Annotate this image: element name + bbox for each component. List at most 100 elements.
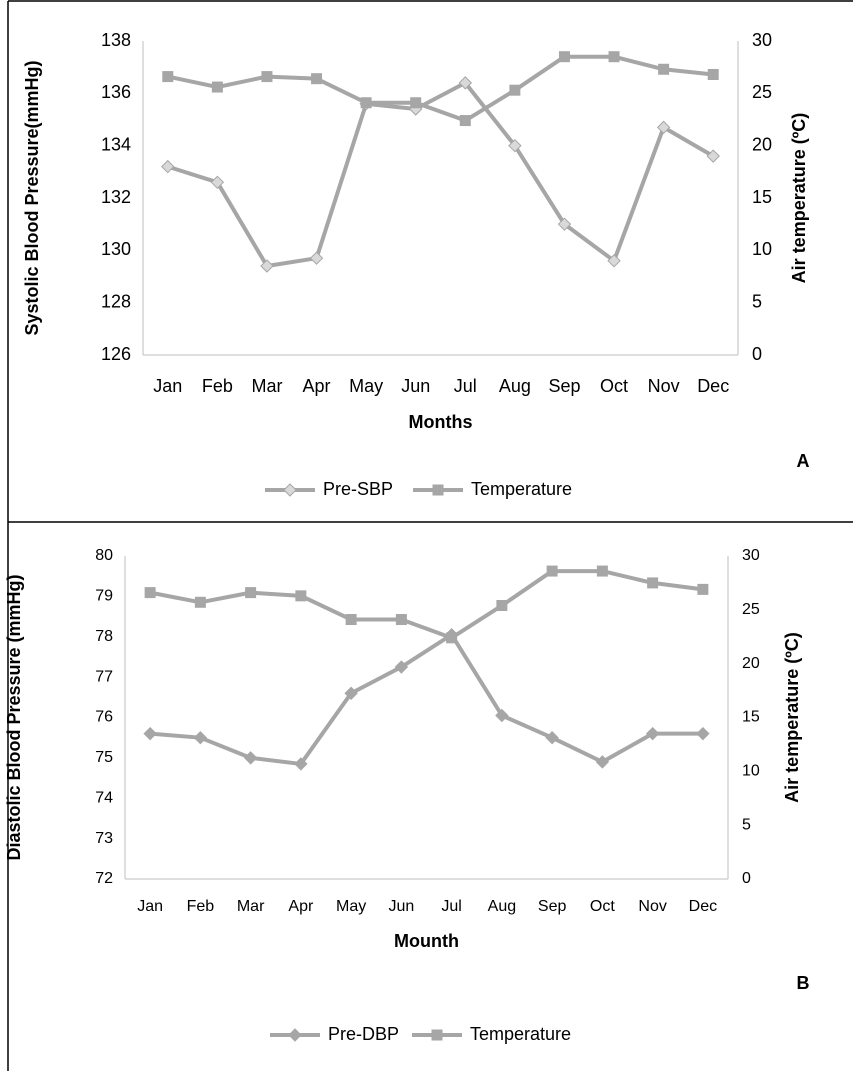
x-tick-label: Apr xyxy=(288,898,314,915)
data-point xyxy=(707,68,719,80)
data-point xyxy=(645,726,660,741)
y2-tick-label: 10 xyxy=(742,763,760,780)
x-axis-title: Mounth xyxy=(394,931,459,951)
data-point xyxy=(458,76,472,90)
data-point xyxy=(545,730,559,745)
y-tick-label: 132 xyxy=(101,187,131,207)
x-tick-label: May xyxy=(336,898,366,915)
data-point xyxy=(295,590,307,602)
data-point xyxy=(607,254,621,268)
x-tick-label: Mar xyxy=(237,898,265,915)
x-tick-label: Aug xyxy=(488,898,516,915)
legend-label: Temperature xyxy=(471,479,572,499)
y-tick-label: 126 xyxy=(101,344,131,364)
y-tick-label: 75 xyxy=(95,749,113,766)
y-tick-label: 73 xyxy=(95,830,113,847)
data-point xyxy=(546,565,558,577)
y-tick-label: 74 xyxy=(95,789,113,806)
x-tick-label: Jul xyxy=(454,376,477,396)
data-point xyxy=(656,120,671,135)
series-line xyxy=(167,80,715,269)
data-point xyxy=(496,600,508,612)
series-line xyxy=(149,632,703,766)
data-point xyxy=(194,596,206,608)
data-point xyxy=(608,51,620,63)
x-tick-label: Dec xyxy=(697,376,729,396)
data-point xyxy=(495,708,509,723)
data-point xyxy=(706,149,720,163)
data-point xyxy=(210,175,225,190)
x-tick-label: Sep xyxy=(538,898,567,915)
legend-marker xyxy=(432,484,444,496)
x-tick-label: Feb xyxy=(187,898,215,915)
y2-tick-label: 15 xyxy=(752,187,772,207)
x-tick-label: Feb xyxy=(202,376,233,396)
x-tick-label: Oct xyxy=(590,898,615,915)
series-line xyxy=(149,569,704,640)
y-tick-label: 79 xyxy=(95,588,113,605)
y-tick-label: 77 xyxy=(95,668,113,685)
x-tick-label: Nov xyxy=(638,898,666,915)
data-point xyxy=(245,587,257,599)
y-tick-label: 80 xyxy=(95,547,113,564)
x-axis-title: Months xyxy=(409,412,473,432)
y2-tick-label: 10 xyxy=(752,239,772,259)
y2-tick-label: 0 xyxy=(742,870,751,887)
data-point xyxy=(394,660,409,674)
y2-tick-label: 5 xyxy=(752,291,762,311)
data-point xyxy=(243,751,258,765)
data-point xyxy=(558,51,570,63)
data-point xyxy=(143,726,157,741)
data-point xyxy=(509,84,521,96)
y2-axis-title: Air temperature (ºC) xyxy=(782,632,802,803)
data-point xyxy=(344,686,358,700)
panel-label: B xyxy=(797,973,810,993)
y-tick-label: 136 xyxy=(101,82,131,102)
legend-marker xyxy=(283,483,297,497)
y2-tick-label: 20 xyxy=(742,655,760,672)
y2-tick-label: 20 xyxy=(752,134,772,154)
y-tick-label: 76 xyxy=(95,709,113,726)
y-tick-label: 78 xyxy=(95,628,113,645)
y2-axis-title: Air temperature (ºC) xyxy=(789,113,809,284)
data-point xyxy=(261,71,273,83)
y2-tick-label: 30 xyxy=(752,30,772,50)
x-tick-label: Apr xyxy=(303,376,331,396)
x-tick-label: Dec xyxy=(689,898,717,915)
y2-tick-label: 15 xyxy=(742,709,760,726)
data-point xyxy=(294,757,308,771)
y-tick-label: 134 xyxy=(101,134,131,154)
x-tick-label: Jan xyxy=(153,376,182,396)
x-tick-label: Sep xyxy=(548,376,580,396)
data-point xyxy=(311,73,323,85)
x-tick-label: Jun xyxy=(388,898,414,915)
data-point xyxy=(697,583,709,595)
legend-marker xyxy=(431,1029,443,1041)
x-tick-label: Jan xyxy=(137,898,163,915)
legend-label: Pre-SBP xyxy=(323,479,393,499)
x-tick-label: Jun xyxy=(401,376,430,396)
y-axis-title: Systolic Blood Pressure(mmHg) xyxy=(22,60,42,335)
data-point xyxy=(162,71,174,83)
y-axis-title: Diastolic Blood Pressure (mmHg) xyxy=(4,574,24,860)
y2-tick-label: 0 xyxy=(752,344,762,364)
legend-marker xyxy=(288,1028,302,1042)
x-tick-label: Jul xyxy=(441,898,461,915)
y2-tick-label: 30 xyxy=(742,547,760,564)
y-tick-label: 138 xyxy=(101,30,131,50)
data-point xyxy=(345,614,357,626)
y-tick-label: 72 xyxy=(95,870,113,887)
data-point xyxy=(309,251,324,265)
data-point xyxy=(596,565,608,577)
y2-tick-label: 5 xyxy=(742,816,751,833)
x-tick-label: May xyxy=(349,376,383,396)
y-tick-label: 130 xyxy=(101,239,131,259)
data-point xyxy=(557,217,572,231)
x-tick-label: Nov xyxy=(648,376,680,396)
data-point xyxy=(193,730,208,745)
data-point xyxy=(161,159,175,174)
data-point xyxy=(446,632,458,644)
data-point xyxy=(360,97,372,109)
